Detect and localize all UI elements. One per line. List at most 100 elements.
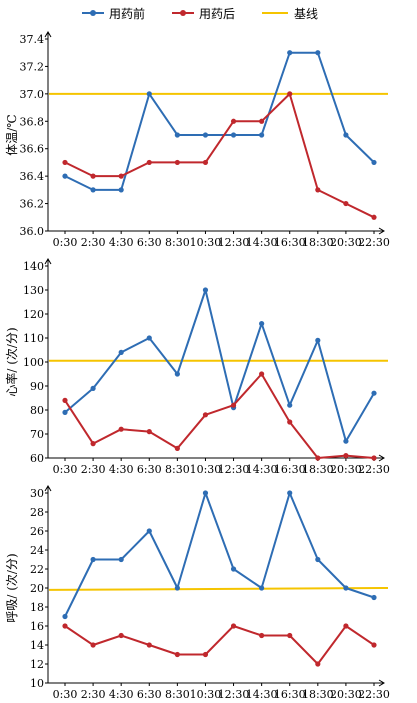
data-point-after: [118, 632, 124, 639]
y-tick-label: 140: [23, 260, 44, 273]
x-tick-label: 4:30: [109, 236, 134, 249]
data-point-after: [230, 402, 237, 408]
data-point-before: [371, 159, 377, 166]
legend: 用药前 用药后 基线: [82, 6, 318, 21]
chart-panel-3: 10 12 14 16 18 20 22 24 26 28 30 0:30 2:30 4:30 6:30 8:…: [5, 485, 390, 701]
x-tick-label: 22:30: [358, 236, 390, 249]
data-point-after: [230, 623, 237, 629]
data-point-before: [259, 585, 265, 591]
data-point-after: [174, 445, 180, 451]
data-point-after: [371, 642, 377, 648]
y-tick-label: 120: [23, 308, 44, 321]
x-tick-label: 12:30: [218, 236, 250, 249]
y-tick-label: 110: [23, 332, 44, 345]
data-point-before: [287, 402, 293, 408]
y-tick-label: 18: [30, 601, 44, 614]
x-tick-label: 6:30: [137, 236, 162, 249]
legend-baseline-label: 基线: [294, 7, 318, 21]
y-tick-label: 16: [30, 620, 44, 633]
data-point-after: [259, 371, 265, 377]
data-point-before: [343, 585, 349, 591]
x-tick-label: 14:30: [246, 463, 278, 476]
data-point-after: [62, 397, 68, 403]
y-tick-label: 26: [30, 525, 44, 538]
series-line-after: [64, 373, 375, 459]
data-point-before: [343, 438, 349, 444]
x-axis-arrow: [378, 679, 385, 687]
y-axis-label: 心率/ (次/分): [4, 327, 19, 396]
y-tick-label: 36.0: [20, 225, 45, 238]
series-line-after: [64, 625, 375, 665]
y-tick-label: 60: [30, 452, 44, 465]
x-tick-label: 8:30: [165, 236, 190, 249]
data-point-before: [202, 132, 209, 138]
data-point-before: [230, 132, 237, 138]
x-tick-label: 12:30: [218, 688, 250, 701]
data-point-after: [287, 419, 293, 425]
data-point-before: [90, 187, 96, 193]
x-tick-label: 6:30: [137, 688, 162, 701]
data-point-after: [343, 623, 349, 629]
x-tick-label: 4:30: [109, 688, 134, 701]
x-tick-label: 16:30: [274, 688, 306, 701]
x-tick-label: 20:30: [330, 688, 362, 701]
y-tick-label: 28: [30, 506, 44, 519]
data-point-after: [202, 651, 209, 658]
x-tick-label: 10:30: [190, 463, 222, 476]
x-tick-label: 22:30: [358, 688, 390, 701]
x-tick-label: 2:30: [81, 236, 106, 249]
data-point-before: [146, 91, 152, 97]
x-tick-label: 2:30: [81, 463, 106, 476]
y-tick-label: 37.2: [20, 60, 45, 73]
y-tick-label: 36.6: [20, 143, 45, 156]
y-tick-label: 37.4: [20, 33, 45, 46]
y-axis-arrow: [44, 258, 52, 265]
data-point-before: [343, 132, 349, 138]
x-tick-label: 16:30: [274, 236, 306, 249]
data-point-after: [315, 661, 321, 667]
y-tick-label: 24: [30, 544, 44, 557]
data-point-after: [287, 91, 293, 97]
data-point-after: [146, 159, 152, 166]
data-point-before: [315, 337, 321, 343]
chart-panel-1: 36.0 36.2 36.4 36.6 36.8 37.0 37.2 37.4 0:30 2:30…: [5, 31, 390, 249]
data-point-after: [315, 187, 321, 193]
data-point-before: [118, 349, 124, 355]
data-point-after: [118, 173, 124, 179]
data-point-after: [174, 651, 180, 658]
data-point-before: [174, 371, 180, 377]
data-point-before: [315, 556, 321, 563]
baseline-line: [48, 587, 389, 591]
data-point-after: [259, 118, 265, 124]
data-point-before: [202, 287, 209, 293]
data-point-before: [62, 173, 68, 179]
data-point-before: [371, 390, 377, 396]
y-tick-label: 20: [30, 582, 44, 595]
data-point-after: [90, 441, 96, 447]
data-point-before: [90, 385, 96, 391]
data-point-before: [259, 132, 265, 138]
series-line-before: [64, 492, 375, 617]
chart-panel-2: 60 70 80 90 100 110 120 130 140 0:30 2:30 4:30 6:30 8…: [4, 258, 390, 476]
y-tick-label: 37.0: [20, 88, 45, 101]
data-point-before: [202, 490, 209, 496]
legend-after-marker: [180, 10, 186, 16]
data-point-before: [90, 556, 96, 563]
data-point-before: [118, 556, 124, 563]
y-axis-label: 体温/℃: [5, 114, 19, 155]
data-point-before: [371, 594, 377, 601]
x-tick-label: 14:30: [246, 688, 278, 701]
x-tick-label: 14:30: [246, 236, 278, 249]
data-point-after: [343, 200, 349, 207]
data-point-before: [146, 528, 152, 534]
data-point-after: [62, 623, 68, 629]
series-line-after: [64, 92, 375, 219]
series-line-before: [64, 289, 375, 443]
y-tick-label: 36.4: [20, 170, 45, 183]
data-point-before: [174, 132, 180, 138]
y-tick-label: 90: [30, 380, 44, 393]
y-tick-label: 10: [30, 677, 44, 690]
x-tick-label: 20:30: [330, 236, 362, 249]
x-tick-label: 4:30: [109, 463, 134, 476]
y-tick-label: 14: [30, 639, 44, 652]
